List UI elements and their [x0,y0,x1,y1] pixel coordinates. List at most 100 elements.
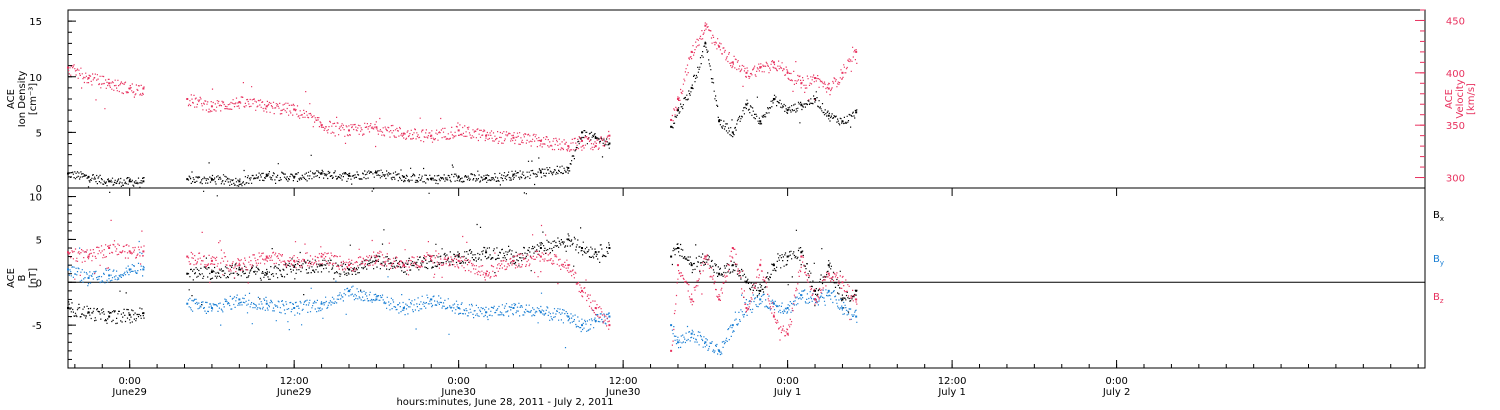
top-right-axis-label: ACEVelocity[km/s] [1444,79,1477,118]
by-point [142,268,145,271]
bottom-data-points [67,219,858,356]
tick-label: 350 [1446,121,1465,132]
bz-point [786,332,789,335]
velocity-point [800,82,803,85]
bx-point [786,255,789,258]
ion-density-point [375,171,378,174]
by-point [108,274,111,277]
ion-density-point [772,98,775,100]
by-point [265,302,268,305]
bx-point [265,272,268,275]
ion-density-point [238,180,241,183]
velocity-point [567,145,570,148]
velocity-point [676,98,679,100]
bx-point [800,251,803,254]
velocity-point [772,61,775,64]
bx-point [745,281,748,284]
label-line: Velocity [1455,79,1466,118]
bottom-panel-frame [67,187,1426,369]
bx-point [759,289,762,292]
legend-subscript: y [1440,259,1444,267]
tick-label: 5 [36,128,42,139]
ion-density-point [759,120,762,123]
label-line: B [17,274,28,281]
legend-entry: By [1433,254,1444,267]
by-point [512,307,515,309]
bz-point [759,264,762,267]
ion-density-point [142,180,145,183]
bottom-left-axis-label: ACEB[nT] [6,268,39,288]
by-point [608,315,611,318]
tick-date: July 2 [1102,387,1131,398]
bx-point [567,238,570,241]
velocity-point [87,77,90,80]
bz-point [238,264,241,267]
by-point [375,298,378,301]
bz-point [457,259,460,262]
tick-date: June29 [276,387,312,398]
by-point [67,268,69,271]
by-point [594,319,597,322]
bz-point [293,259,296,262]
x-axis: 0:00June2912:00June290:00June3012:00June… [74,188,1419,398]
legend-subscript: z [1440,297,1444,305]
bx-point [320,264,323,267]
velocity-point [581,139,584,142]
by-point [718,349,721,352]
tick-label: 15 [29,17,42,28]
label-line: ACE [1444,89,1455,109]
bz-point [704,255,707,258]
ion-density-point [855,111,858,114]
ion-density-point [800,103,803,106]
bz-point [608,324,611,327]
bz-point [512,259,515,262]
tick-date: June30 [605,387,641,398]
legend-subscript: x [1440,215,1444,223]
velocity-point [704,24,707,27]
velocity-point [670,118,673,121]
bx-point [814,289,817,292]
ion-density-point [186,178,189,181]
bz-point [539,255,542,258]
ion-density-point [814,98,817,100]
tick-label: 5 [36,235,42,246]
by-point [87,277,90,279]
velocity-point [108,82,111,85]
velocity-point [67,66,69,69]
bx-point [841,298,844,301]
ion-density-point [718,120,721,123]
velocity-point [731,61,734,64]
bx-point [539,247,542,249]
label-line: [km/s] [1466,83,1477,115]
label-line: Ion Density [17,71,28,128]
by-point [567,315,570,318]
bz-point [745,307,748,309]
by-point [772,302,775,305]
bz-point [402,264,405,267]
bz-point [841,281,844,284]
bx-point [827,264,830,267]
ion-density-point [320,172,323,175]
bx-point [293,265,296,268]
velocity-point [827,87,830,90]
bx-point [855,289,858,292]
legend-entry: Bz [1433,292,1444,305]
label-line: ACE [6,268,17,288]
tick-label: -5 [32,321,42,332]
ion-density-point [670,125,673,128]
by-point [786,307,789,309]
by-point [320,302,323,305]
ion-density-point [210,178,213,181]
bx-point [718,272,721,275]
bx-point [690,264,693,267]
by-point [347,289,350,292]
velocity-point [320,124,323,127]
tick-time: 12:00 [280,376,309,387]
bz-point [186,255,189,258]
velocity-point [186,98,189,100]
tick-time: 0:00 [447,376,469,387]
velocity-point [347,129,350,132]
by-point [457,307,460,309]
by-point [210,307,213,309]
